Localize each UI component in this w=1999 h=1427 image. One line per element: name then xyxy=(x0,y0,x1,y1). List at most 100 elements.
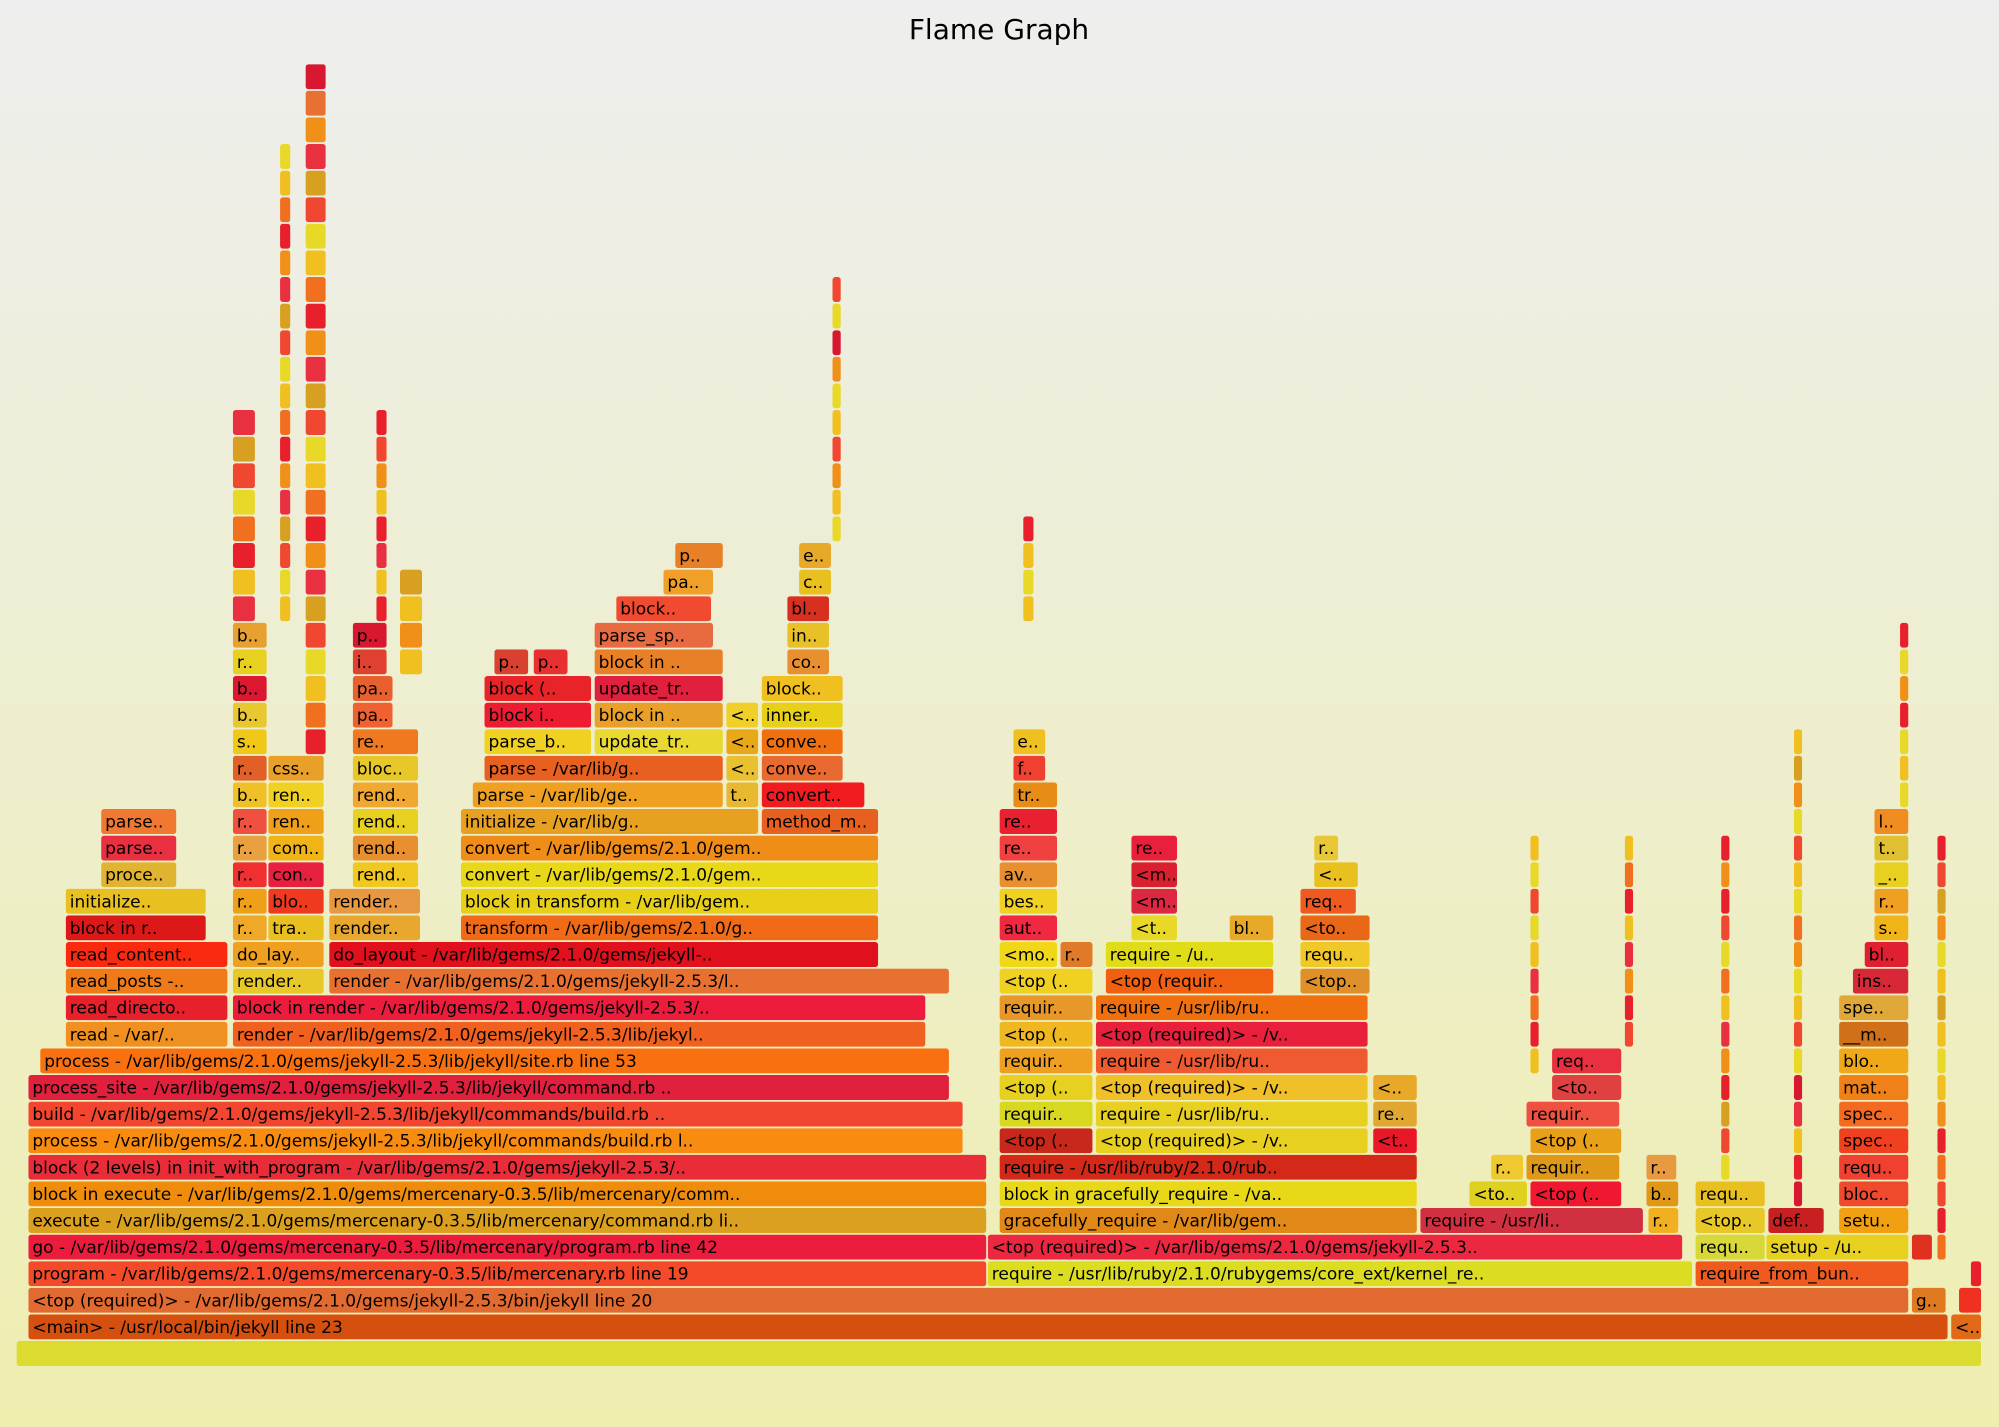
frame[interactable]: require - /usr/lib/ru.. xyxy=(1095,995,1368,1021)
frame[interactable]: convert - /var/lib/gems/2.1.0/gem.. xyxy=(460,862,879,888)
frame[interactable] xyxy=(1721,1154,1730,1180)
frame[interactable] xyxy=(232,543,255,568)
frame[interactable] xyxy=(305,277,326,302)
frame[interactable] xyxy=(376,410,387,435)
frame[interactable] xyxy=(1023,516,1034,542)
frame[interactable]: <top.. xyxy=(1300,968,1370,994)
frame[interactable]: gracefully_require - /var/lib/gem.. xyxy=(999,1208,1417,1233)
frame[interactable]: update_tr.. xyxy=(594,676,723,701)
frame[interactable] xyxy=(1624,915,1634,941)
frame[interactable] xyxy=(399,596,423,622)
frame[interactable] xyxy=(1900,782,1909,808)
frame[interactable] xyxy=(376,489,387,515)
frame[interactable] xyxy=(1793,1075,1803,1100)
frame[interactable]: block in transform - /var/lib/gem.. xyxy=(460,888,879,914)
frame[interactable]: <to.. xyxy=(1552,1075,1622,1100)
frame[interactable] xyxy=(1721,968,1730,994)
frame[interactable] xyxy=(1721,862,1730,888)
frame[interactable]: pa.. xyxy=(352,702,393,728)
frame[interactable]: r.. xyxy=(232,835,267,861)
frame[interactable] xyxy=(1900,649,1909,675)
frame[interactable] xyxy=(1937,1048,1946,1074)
frame[interactable]: <top (requir.. xyxy=(1105,968,1274,994)
frame[interactable] xyxy=(1624,968,1634,994)
frame[interactable] xyxy=(1937,1075,1946,1100)
frame[interactable] xyxy=(1793,835,1803,861)
frame[interactable]: conve.. xyxy=(761,729,843,755)
frame[interactable] xyxy=(305,170,326,196)
frame[interactable]: block in .. xyxy=(594,702,723,728)
frame[interactable] xyxy=(1023,543,1034,568)
frame[interactable] xyxy=(305,144,326,169)
frame[interactable] xyxy=(280,516,291,542)
frame[interactable] xyxy=(1530,835,1539,861)
frame[interactable]: spec.. xyxy=(1839,1101,1909,1127)
frame[interactable]: require - /usr/lib/ru.. xyxy=(1095,1048,1368,1074)
frame[interactable]: read_content.. xyxy=(65,942,228,967)
frame[interactable]: do_lay.. xyxy=(232,942,324,967)
frame[interactable] xyxy=(280,463,291,489)
frame[interactable]: block in .. xyxy=(594,649,723,675)
frame[interactable]: <top (required)> - /v.. xyxy=(1095,1128,1368,1154)
frame[interactable]: build - /var/lib/gems/2.1.0/gems/jekyll-… xyxy=(28,1101,963,1127)
frame[interactable]: inner.. xyxy=(761,702,843,728)
frame[interactable] xyxy=(305,436,326,462)
frame[interactable]: block in render - /var/lib/gems/2.1.0/ge… xyxy=(232,995,926,1021)
frame[interactable]: <top (required)> - /var/lib/gems/2.1.0/g… xyxy=(28,1287,1909,1313)
frame[interactable] xyxy=(305,702,326,728)
frame[interactable]: __m.. xyxy=(1839,1021,1909,1047)
frame[interactable]: ins.. xyxy=(1852,968,1909,994)
frame[interactable]: css.. xyxy=(268,755,324,781)
frame[interactable]: aut.. xyxy=(999,915,1058,941)
frame[interactable] xyxy=(280,144,291,169)
frame[interactable]: b.. xyxy=(232,676,267,701)
frame[interactable] xyxy=(1937,1208,1946,1233)
frame[interactable]: <top (.. xyxy=(999,1128,1093,1154)
frame[interactable] xyxy=(1793,1181,1803,1207)
frame[interactable] xyxy=(1530,915,1539,941)
frame[interactable]: r.. xyxy=(232,888,267,914)
frame[interactable] xyxy=(1530,1021,1539,1047)
frame[interactable] xyxy=(305,330,326,356)
frame[interactable]: convert - /var/lib/gems/2.1.0/gem.. xyxy=(460,835,879,861)
frame[interactable] xyxy=(1959,1287,1982,1313)
frame[interactable]: render.. xyxy=(232,968,324,994)
frame[interactable]: transform - /var/lib/gems/2.1.0/g.. xyxy=(460,915,879,941)
frame[interactable]: <.. xyxy=(1373,1075,1417,1100)
frame[interactable] xyxy=(1937,995,1946,1021)
frame[interactable] xyxy=(1023,569,1034,595)
frame[interactable] xyxy=(232,489,255,515)
frame[interactable]: block.. xyxy=(616,596,712,622)
frame[interactable]: tra.. xyxy=(268,915,324,941)
frame[interactable]: require - /u.. xyxy=(1105,942,1274,967)
frame[interactable]: <t.. xyxy=(1131,915,1178,941)
frame[interactable] xyxy=(1937,942,1946,967)
frame[interactable]: <top (required)> - /v.. xyxy=(1095,1075,1368,1100)
frame[interactable]: render.. xyxy=(329,888,421,914)
frame[interactable]: <top (required)> - /v.. xyxy=(1095,1021,1368,1047)
frame[interactable] xyxy=(232,410,255,435)
frame[interactable]: requir.. xyxy=(1526,1154,1620,1180)
frame[interactable]: <top (required)> - /var/lib/gems/2.1.0/g… xyxy=(987,1234,1683,1260)
frame[interactable] xyxy=(832,489,841,515)
frame[interactable] xyxy=(1900,702,1909,728)
frame[interactable] xyxy=(376,569,387,595)
frame[interactable]: <m.. xyxy=(1131,862,1178,888)
frame[interactable] xyxy=(1624,888,1634,914)
frame[interactable] xyxy=(280,569,291,595)
frame[interactable] xyxy=(832,330,841,356)
frame[interactable]: r.. xyxy=(1648,1208,1679,1233)
frame[interactable] xyxy=(376,463,387,489)
frame[interactable] xyxy=(305,729,326,755)
frame[interactable]: block i.. xyxy=(484,702,592,728)
frame[interactable]: s.. xyxy=(232,729,267,755)
frame[interactable] xyxy=(305,383,326,409)
frame[interactable] xyxy=(1793,729,1803,755)
frame[interactable] xyxy=(1624,835,1634,861)
frame[interactable] xyxy=(376,436,387,462)
frame[interactable]: <to.. xyxy=(1469,1181,1527,1207)
frame[interactable]: r.. xyxy=(232,649,267,675)
frame[interactable]: bl.. xyxy=(1229,915,1274,941)
frame[interactable]: parse - /var/lib/ge.. xyxy=(472,782,723,808)
frame[interactable]: bloc.. xyxy=(1839,1181,1909,1207)
